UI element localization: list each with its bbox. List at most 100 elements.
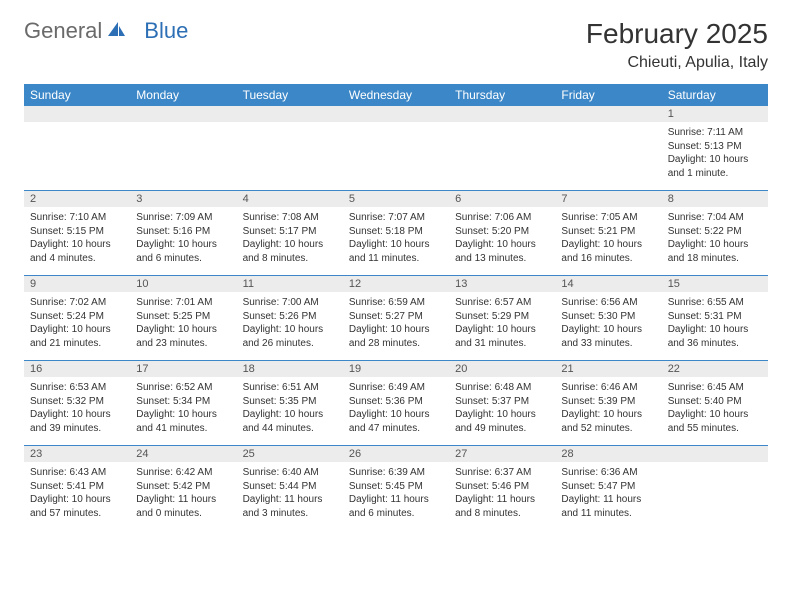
day-cell: Sunrise: 7:01 AMSunset: 5:25 PMDaylight:… [130,292,236,361]
day-number: 20 [449,361,555,378]
daynum-row: 232425262728 [24,446,768,463]
month-title: February 2025 [586,18,768,50]
day-cell-line: Daylight: 10 hours and 1 minute. [668,153,762,180]
day-cell-line: Sunset: 5:42 PM [136,480,230,494]
day-cell-line: Sunrise: 6:55 AM [668,296,762,310]
day-cell-line: Daylight: 10 hours and 13 minutes. [455,238,549,265]
day-number: 6 [449,191,555,208]
day-cell-line: Sunset: 5:27 PM [349,310,443,324]
day-number: 2 [24,191,130,208]
daynum-row: 9101112131415 [24,276,768,293]
day-cell: Sunrise: 6:46 AMSunset: 5:39 PMDaylight:… [555,377,661,446]
day-cell-line: Sunrise: 6:42 AM [136,466,230,480]
day-number: 19 [343,361,449,378]
day-cell-line: Sunrise: 6:36 AM [561,466,655,480]
day-cell-line: Daylight: 10 hours and 55 minutes. [668,408,762,435]
day-cell-line: Sunrise: 7:04 AM [668,211,762,225]
day-number [555,106,661,122]
day-cell-line: Daylight: 10 hours and 11 minutes. [349,238,443,265]
day-cell [662,462,768,530]
day-cell: Sunrise: 6:56 AMSunset: 5:30 PMDaylight:… [555,292,661,361]
day-content-row: Sunrise: 6:43 AMSunset: 5:41 PMDaylight:… [24,462,768,530]
day-cell-line: Daylight: 10 hours and 49 minutes. [455,408,549,435]
day-cell-line: Daylight: 10 hours and 21 minutes. [30,323,124,350]
day-cell: Sunrise: 6:59 AMSunset: 5:27 PMDaylight:… [343,292,449,361]
day-cell [237,122,343,191]
day-cell: Sunrise: 7:11 AMSunset: 5:13 PMDaylight:… [662,122,768,191]
day-cell: Sunrise: 6:36 AMSunset: 5:47 PMDaylight:… [555,462,661,530]
day-cell-line: Sunrise: 6:46 AM [561,381,655,395]
day-cell-line: Daylight: 10 hours and 6 minutes. [136,238,230,265]
day-cell: Sunrise: 7:02 AMSunset: 5:24 PMDaylight:… [24,292,130,361]
day-cell: Sunrise: 6:55 AMSunset: 5:31 PMDaylight:… [662,292,768,361]
day-cell-line: Sunset: 5:25 PM [136,310,230,324]
day-cell-line: Daylight: 10 hours and 52 minutes. [561,408,655,435]
day-cell-line: Sunset: 5:18 PM [349,225,443,239]
day-content-row: Sunrise: 6:53 AMSunset: 5:32 PMDaylight:… [24,377,768,446]
day-cell-line: Sunrise: 6:56 AM [561,296,655,310]
day-cell-line: Sunrise: 6:53 AM [30,381,124,395]
day-number: 9 [24,276,130,293]
day-number: 23 [24,446,130,463]
day-cell [130,122,236,191]
day-cell: Sunrise: 7:08 AMSunset: 5:17 PMDaylight:… [237,207,343,276]
day-cell-line: Sunset: 5:13 PM [668,140,762,154]
day-number: 11 [237,276,343,293]
day-cell-line: Sunset: 5:29 PM [455,310,549,324]
day-cell-line: Sunset: 5:22 PM [668,225,762,239]
day-cell-line: Sunrise: 6:48 AM [455,381,549,395]
day-cell: Sunrise: 7:10 AMSunset: 5:15 PMDaylight:… [24,207,130,276]
day-cell [343,122,449,191]
day-header-thu: Thursday [449,84,555,106]
day-number [343,106,449,122]
day-cell-line: Daylight: 10 hours and 36 minutes. [668,323,762,350]
location-text: Chieuti, Apulia, Italy [586,54,768,72]
day-cell-line: Sunrise: 7:07 AM [349,211,443,225]
day-header-mon: Monday [130,84,236,106]
day-number: 8 [662,191,768,208]
day-cell-line: Daylight: 11 hours and 3 minutes. [243,493,337,520]
day-cell-line: Sunrise: 6:39 AM [349,466,443,480]
day-cell-line: Daylight: 10 hours and 26 minutes. [243,323,337,350]
day-header-sat: Saturday [662,84,768,106]
day-number: 18 [237,361,343,378]
day-number: 5 [343,191,449,208]
logo: General Blue [24,18,188,44]
day-number: 21 [555,361,661,378]
day-header-row: Sunday Monday Tuesday Wednesday Thursday… [24,84,768,106]
day-number: 14 [555,276,661,293]
day-cell-line: Sunset: 5:32 PM [30,395,124,409]
day-cell-line: Daylight: 10 hours and 4 minutes. [30,238,124,265]
day-cell: Sunrise: 7:05 AMSunset: 5:21 PMDaylight:… [555,207,661,276]
day-cell-line: Daylight: 10 hours and 44 minutes. [243,408,337,435]
day-cell-line: Daylight: 11 hours and 8 minutes. [455,493,549,520]
day-cell-line: Sunset: 5:45 PM [349,480,443,494]
day-cell-line: Daylight: 11 hours and 11 minutes. [561,493,655,520]
day-cell-line: Sunset: 5:47 PM [561,480,655,494]
day-cell [555,122,661,191]
day-cell-line: Sunrise: 7:09 AM [136,211,230,225]
day-number: 24 [130,446,236,463]
day-cell-line: Sunrise: 6:37 AM [455,466,549,480]
day-cell: Sunrise: 6:37 AMSunset: 5:46 PMDaylight:… [449,462,555,530]
day-cell [449,122,555,191]
day-cell: Sunrise: 6:48 AMSunset: 5:37 PMDaylight:… [449,377,555,446]
day-cell-line: Daylight: 10 hours and 39 minutes. [30,408,124,435]
day-cell: Sunrise: 7:00 AMSunset: 5:26 PMDaylight:… [237,292,343,361]
day-header-tue: Tuesday [237,84,343,106]
day-number: 28 [555,446,661,463]
day-cell-line: Sunrise: 6:43 AM [30,466,124,480]
day-cell-line: Sunrise: 7:11 AM [668,126,762,140]
day-number [662,446,768,463]
day-cell-line: Daylight: 10 hours and 57 minutes. [30,493,124,520]
day-cell-line: Sunrise: 6:40 AM [243,466,337,480]
day-cell-line: Sunset: 5:39 PM [561,395,655,409]
daynum-row: 1 [24,106,768,122]
day-cell: Sunrise: 7:09 AMSunset: 5:16 PMDaylight:… [130,207,236,276]
day-header-wed: Wednesday [343,84,449,106]
day-cell-line: Daylight: 10 hours and 23 minutes. [136,323,230,350]
day-number: 25 [237,446,343,463]
day-number: 4 [237,191,343,208]
day-number: 17 [130,361,236,378]
day-cell-line: Daylight: 10 hours and 28 minutes. [349,323,443,350]
